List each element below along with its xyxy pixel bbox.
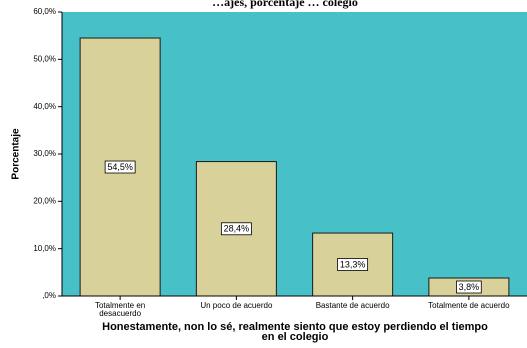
- x-axis-label-line: Honestamente, non lo sé, realmente sient…: [102, 321, 488, 333]
- x-tick-label: Totalmente de acuerdo: [428, 301, 510, 310]
- y-tick-label: 30,0%: [33, 149, 56, 158]
- data-label: 3,8%: [456, 280, 482, 294]
- y-tick-label: 60,0%: [33, 7, 56, 16]
- data-label-text: 54,5%: [107, 162, 133, 172]
- y-tick-label: 10,0%: [33, 244, 56, 253]
- y-tick-label: 20,0%: [33, 196, 56, 205]
- data-label: 28,4%: [220, 222, 252, 236]
- y-axis-label: Porcentaje: [11, 128, 22, 180]
- x-axis-label-line: en el colegio: [262, 331, 329, 343]
- data-label: 54,5%: [104, 160, 136, 174]
- data-label-box: [104, 160, 136, 174]
- x-axis-label: Honestamente, non lo sé, realmente sient…: [102, 321, 488, 343]
- data-label-box: [220, 222, 252, 236]
- data-label-text: 3,8%: [459, 282, 480, 292]
- y-axis: ,0% 10,0% 20,0% 30,0% 40,0% 50,0% 60,0%: [33, 7, 63, 300]
- data-label-text: 13,3%: [340, 259, 366, 269]
- data-label-box: [456, 280, 482, 294]
- y-tick-label: ,0%: [42, 291, 56, 300]
- x-tick-label: Bastante de acuerdo: [316, 301, 390, 310]
- chart-title: …ajes, porcentaje … colegio: [212, 0, 358, 9]
- x-tick-label: Un poco de acuerdo: [200, 301, 273, 310]
- x-tick-label: Totalmente en: [95, 301, 145, 310]
- x-tick-label: desacuerdo: [99, 309, 141, 318]
- y-tick-label: 40,0%: [33, 102, 56, 111]
- data-label-text: 28,4%: [224, 224, 250, 234]
- data-label-box: [337, 258, 369, 271]
- y-tick-label: 50,0%: [33, 54, 56, 63]
- data-label: 13,3%: [337, 258, 369, 271]
